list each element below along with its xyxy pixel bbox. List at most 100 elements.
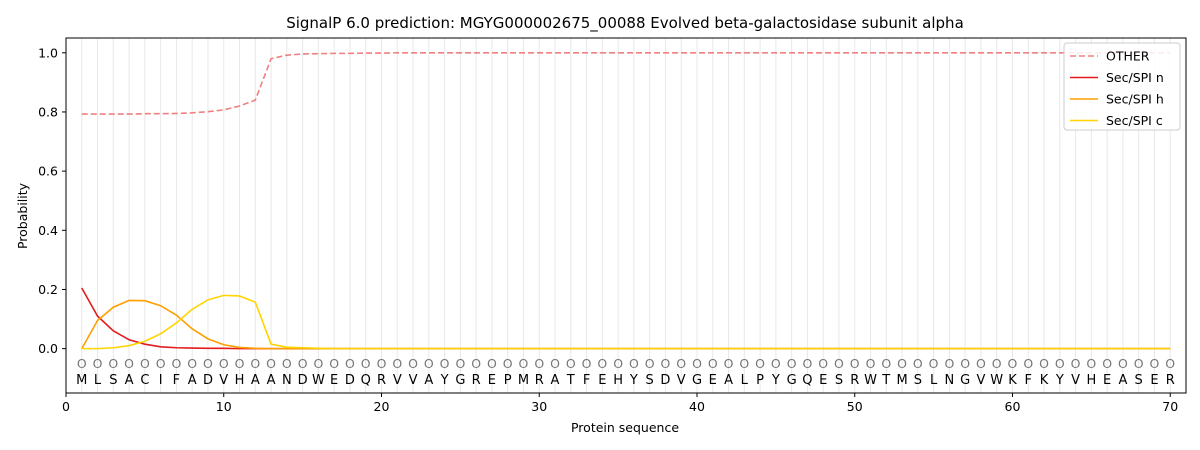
residue-label: G (692, 373, 702, 388)
y-tick-label: 1.0 (38, 45, 58, 60)
state-symbol: O (282, 356, 292, 371)
state-symbol: O (250, 356, 260, 371)
residue-label: G (960, 373, 970, 388)
residue-label: N (945, 373, 955, 388)
residue-label: Y (1055, 373, 1064, 388)
residue-label: M (76, 373, 87, 388)
legend-label: Sec/SPI n (1106, 70, 1164, 85)
state-symbol: O (582, 356, 592, 371)
state-symbol: O (266, 356, 276, 371)
y-axis-ticks: 0.0 0.2 0.4 0.6 0.8 1.0 (38, 45, 66, 356)
residue-label: D (298, 373, 308, 388)
state-symbol: O (960, 356, 970, 371)
state-symbol: O (629, 356, 639, 371)
series-line-sec-spi-n (81, 287, 1171, 350)
state-symbol: O (802, 356, 812, 371)
state-symbol: O (471, 356, 481, 371)
state-symbol: O (1055, 356, 1065, 371)
y-tick-label: 0.0 (38, 341, 58, 356)
residue-label: N (282, 373, 292, 388)
state-symbol: O (313, 356, 323, 371)
state-symbol: O (172, 356, 182, 371)
legend-label: OTHER (1106, 49, 1150, 64)
residue-label: S (646, 373, 654, 388)
state-symbol: O (1086, 356, 1096, 371)
state-symbol: O (850, 356, 860, 371)
residue-label: R (377, 373, 386, 388)
state-symbol: O (1023, 356, 1033, 371)
residue-label: F (1025, 373, 1032, 388)
x-axis-ticks: 0 10 20 30 40 50 60 70 (62, 393, 1178, 414)
state-symbol: O (77, 356, 87, 371)
state-symbol: O (1071, 356, 1081, 371)
legend: OTHER Sec/SPI n Sec/SPI h Sec/SPI c (1063, 42, 1181, 131)
x-tick-label: 60 (1005, 399, 1021, 414)
x-tick-label: 70 (1162, 399, 1178, 414)
x-tick-label: 20 (374, 399, 390, 414)
residue-label: R (850, 373, 859, 388)
y-tick-label: 0.2 (38, 282, 58, 297)
residue-label: K (1008, 373, 1017, 388)
x-tick-label: 10 (216, 399, 232, 414)
state-symbol: O (692, 356, 702, 371)
residue-label: T (566, 373, 575, 388)
residue-label: V (677, 373, 686, 388)
state-symbol: O (661, 356, 671, 371)
residue-label: C (140, 373, 149, 388)
state-symbol: O (455, 356, 465, 371)
state-symbol: O (787, 356, 797, 371)
state-symbol: O (929, 356, 939, 371)
residue-label: E (330, 373, 338, 388)
residue-label: D (660, 373, 670, 388)
residue-label: V (393, 373, 402, 388)
residue-label: E (488, 373, 496, 388)
state-symbol: O (345, 356, 355, 371)
state-symbol: O (550, 356, 560, 371)
residue-label: W (990, 373, 1003, 388)
state-symbol: O (944, 356, 954, 371)
state-symbol: O (298, 356, 308, 371)
y-tick-label: 0.6 (38, 164, 58, 179)
state-symbol: O (377, 356, 387, 371)
plot-frame (65, 37, 1187, 394)
residue-label: D (345, 373, 355, 388)
residue-label: R (472, 373, 481, 388)
residue-label: W (864, 373, 877, 388)
residue-label: Q (361, 373, 371, 388)
residue-label: V (219, 373, 228, 388)
residue-label: L (930, 373, 938, 388)
residue-label: E (709, 373, 717, 388)
residue-label: L (94, 373, 102, 388)
legend-label: Sec/SPI h (1106, 92, 1164, 107)
residue-label: A (251, 373, 260, 388)
state-symbol: O (1118, 356, 1128, 371)
residue-label: M (518, 373, 529, 388)
state-symbol: O (566, 356, 576, 371)
state-symbol: O (613, 356, 623, 371)
state-symbol: O (976, 356, 986, 371)
state-symbol: O (881, 356, 891, 371)
residue-label: G (455, 373, 465, 388)
state-symbol: O (519, 356, 529, 371)
state-symbol: O (818, 356, 828, 371)
state-symbol: O (897, 356, 907, 371)
residue-label: R (1166, 373, 1175, 388)
residue-label: H (613, 373, 623, 388)
x-tick-label: 0 (62, 399, 70, 414)
residue-label: V (976, 373, 985, 388)
grid-lines (81, 38, 1171, 393)
state-symbol: O (235, 356, 245, 371)
state-symbol: O (93, 356, 103, 371)
residue-label: K (1040, 373, 1049, 388)
state-symbol: O (156, 356, 166, 371)
residue-label: Y (440, 373, 449, 388)
state-symbol: O (392, 356, 402, 371)
state-symbol: O (708, 356, 718, 371)
state-symbol: O (992, 356, 1002, 371)
state-symbol: O (187, 356, 197, 371)
residue-label: V (1071, 373, 1080, 388)
state-symbol: O (140, 356, 150, 371)
state-symbol: O (866, 356, 876, 371)
